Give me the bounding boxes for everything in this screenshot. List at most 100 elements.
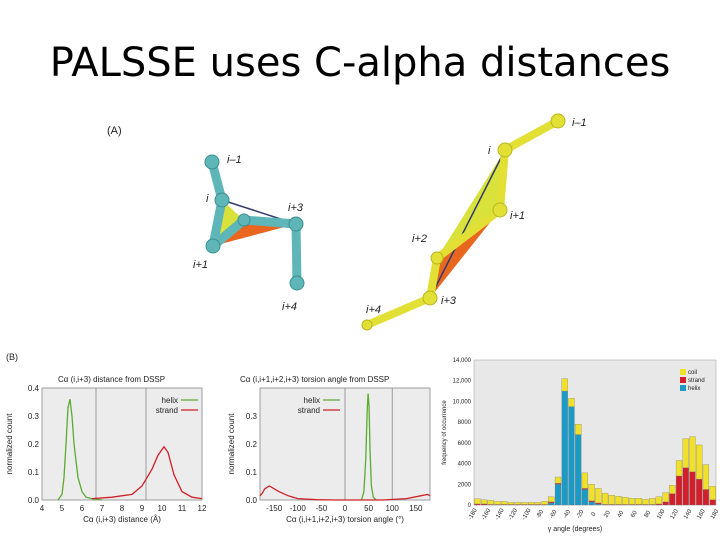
- x-tick-label: 12: [198, 504, 207, 513]
- bar-strand: [655, 503, 662, 506]
- x-tick-label: 160: [697, 508, 708, 520]
- helix-label: i–1: [227, 154, 242, 166]
- x-tick-label: -50: [316, 504, 328, 513]
- bar-coil: [541, 501, 548, 505]
- legend-label: strand: [156, 406, 178, 415]
- series-line-strand: [91, 445, 203, 500]
- x-tick-label: 0: [591, 511, 598, 517]
- bar-strand: [682, 467, 689, 506]
- bar-helix: [588, 501, 595, 506]
- bar-strand: [702, 489, 710, 506]
- bar-helix: [581, 489, 589, 506]
- torsion-chart: Cα (i,i+1,i+2,i+3) torsion angle from DS…: [228, 375, 431, 524]
- plot-area: [473, 359, 717, 506]
- legend-swatch: [680, 369, 686, 375]
- strand-label: i+1: [510, 210, 525, 222]
- bar-strand: [595, 502, 602, 505]
- bar-coil: [608, 495, 615, 505]
- chart-title: Cα (i,i+3) distance from DSSP: [58, 375, 165, 384]
- y-axis-label: frequency of occurrence: [442, 400, 448, 465]
- y-tick-label: 6000: [458, 441, 472, 447]
- bar-coil: [642, 499, 649, 505]
- slide-title: PALSSE uses C-alpha distances: [49, 40, 671, 86]
- bar-coil: [575, 424, 582, 435]
- strand-bond: [501, 117, 562, 154]
- gamma-histogram: 0200040006000800010,00012,00014,000-180-…: [442, 358, 720, 533]
- strand-atom: [430, 251, 444, 265]
- x-tick-label: 180: [710, 508, 720, 520]
- helix-atom: [289, 275, 305, 291]
- bar-coil: [534, 502, 541, 505]
- bar-coil: [514, 502, 521, 505]
- x-tick-label: 5: [60, 504, 65, 513]
- y-tick-label: 0.0: [246, 496, 258, 505]
- y-tick-label: 0.1: [246, 468, 258, 477]
- bar-coil: [628, 498, 636, 505]
- bar-coil: [501, 501, 508, 505]
- bar-strand: [548, 501, 555, 504]
- chart-title: Cα (i,i+1,i+2,i+3) torsion angle from DS…: [240, 375, 389, 384]
- x-tick-label: -180: [468, 507, 480, 521]
- legend-swatch: [680, 377, 686, 383]
- bar-coil: [568, 398, 575, 407]
- bar-coil: [494, 501, 501, 505]
- x-tick-label: 6: [80, 504, 85, 513]
- x-tick-label: 40: [617, 510, 626, 519]
- x-tick-label: -80: [536, 509, 546, 520]
- strand-atom: [492, 202, 508, 218]
- bar-strand: [675, 475, 683, 506]
- strand-i-i3-link: [429, 149, 506, 299]
- bar-coil: [682, 438, 689, 468]
- helix-atom: [204, 154, 220, 170]
- y-tick-label: 12,000: [453, 379, 472, 385]
- bar-coil: [595, 488, 602, 504]
- legend-label: strand: [298, 406, 320, 415]
- panel-a-label: (A): [107, 125, 122, 137]
- x-tick-label: -100: [290, 504, 307, 513]
- strand-label: i–1: [572, 117, 587, 129]
- helix-atom: [214, 192, 230, 208]
- helix-label: i+4: [282, 301, 297, 313]
- helix-atom: [237, 213, 251, 227]
- bar-helix: [548, 502, 555, 506]
- strand-plane-orange: [430, 210, 500, 298]
- strand-label: i: [488, 145, 491, 157]
- legend-label: strand: [688, 378, 705, 384]
- x-tick-label: 8: [120, 504, 125, 513]
- bar-coil: [487, 500, 494, 505]
- helix-bond: [239, 215, 301, 229]
- x-tick-label: -120: [508, 507, 520, 521]
- helix-atom: [205, 238, 221, 254]
- x-tick-label: -150: [266, 504, 283, 513]
- x-tick-label: 140: [683, 508, 694, 520]
- helix-label: i+1: [193, 259, 208, 271]
- y-tick-label: 0.3: [28, 412, 40, 421]
- bar-strand: [669, 493, 676, 506]
- y-tick-label: 4000: [458, 462, 472, 468]
- bar-coil: [635, 498, 642, 505]
- bar-coil: [561, 378, 568, 392]
- bar-strand: [474, 503, 481, 506]
- bar-coil: [548, 496, 555, 503]
- bar-coil: [601, 492, 609, 505]
- y-axis-label: normalized count: [5, 413, 14, 475]
- x-axis-label: γ angle (degrees): [548, 526, 602, 533]
- x-tick-label: 100: [656, 508, 667, 520]
- x-tick-label: -60: [549, 509, 559, 520]
- y-tick-label: 10,000: [453, 399, 472, 405]
- gamma-histogram-panel: 0200040006000800010,00012,00014,000-180-…: [442, 358, 720, 533]
- bar-helix: [568, 406, 575, 506]
- helix-label: i: [206, 193, 209, 205]
- y-tick-label: 0.1: [28, 468, 40, 477]
- bar-coil: [474, 498, 481, 505]
- bar-coil: [689, 436, 696, 473]
- panel-b-label: (B): [6, 352, 18, 362]
- bar-coil: [622, 497, 629, 505]
- bar-coil: [655, 496, 662, 505]
- y-tick-label: 0.0: [28, 496, 40, 505]
- y-tick-label: 8000: [458, 420, 472, 426]
- x-tick-label: 50: [364, 504, 373, 513]
- x-tick-label: -100: [521, 507, 533, 521]
- bar-coil: [528, 502, 535, 505]
- strand-label: i+4: [366, 304, 381, 316]
